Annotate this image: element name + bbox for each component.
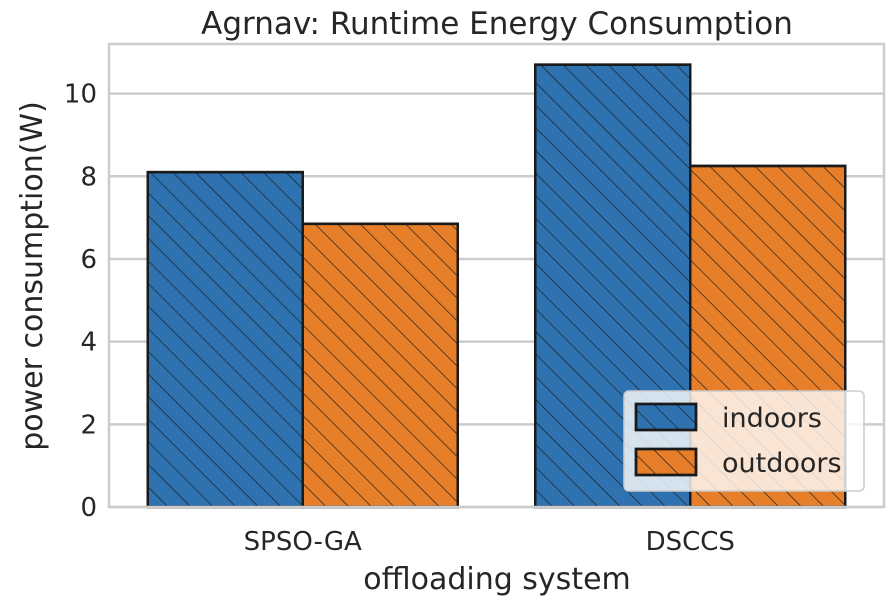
bar-hatch-indoors — [146, 170, 304, 509]
y-tick-label: 4 — [80, 328, 97, 358]
plot-frame — [107, 42, 886, 509]
legend-label-indoors: indoors — [722, 403, 822, 434]
x-axis-label: offloading system — [363, 562, 631, 597]
y-tick-label: 10 — [64, 80, 97, 110]
x-tick-label: SPSO-GA — [244, 527, 362, 557]
x-tick-label: DSCCS — [646, 527, 735, 557]
y-tick-label: 0 — [80, 493, 97, 523]
y-tick-label: 6 — [80, 245, 97, 275]
legend-swatch-hatch-indoors — [634, 402, 698, 432]
x-tick-labels: SPSO-GA DSCCS — [244, 527, 735, 557]
legend-label-outdoors: outdoors — [722, 448, 842, 479]
y-tick-label: 2 — [80, 410, 97, 440]
y-axis-label: power consumption(W) — [15, 101, 50, 451]
bar-hatch-outdoors — [301, 222, 459, 509]
legend: indoors outdoors — [623, 390, 865, 492]
legend-swatch-hatch-outdoors — [634, 447, 698, 477]
y-tick-label: 8 — [80, 162, 97, 192]
chart-title: Agrnav: Runtime Energy Consumption — [201, 6, 793, 42]
y-tick-labels: 0 2 4 6 8 10 — [64, 80, 97, 523]
